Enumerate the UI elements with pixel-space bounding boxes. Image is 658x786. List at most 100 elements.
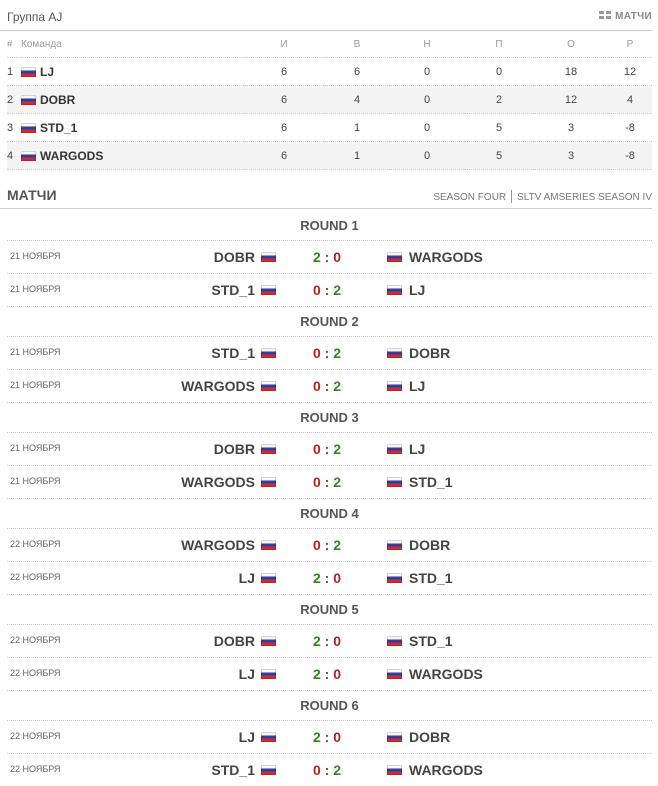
tab-divider (511, 190, 513, 203)
match-row[interactable]: 21 НОЯБРЯ STD_1 0 : 2 DOBR (7, 337, 652, 370)
match-score[interactable]: 2 : 0 (299, 241, 355, 273)
match-score[interactable]: 2 : 0 (299, 625, 355, 657)
home-team[interactable]: WARGODS (181, 529, 276, 561)
match-row[interactable]: 22 НОЯБРЯ STD_1 0 : 2 WARGODS (7, 754, 652, 786)
match-date: 22 НОЯБРЯ (10, 668, 61, 678)
home-team[interactable]: STD_1 (211, 754, 276, 786)
matches-link[interactable]: МАТЧИ (599, 11, 652, 22)
losses: 2 (464, 85, 534, 114)
match-score[interactable]: 0 : 2 (299, 529, 355, 561)
match-list: ROUND 1 21 НОЯБРЯ DOBR 2 : 0 WARGODS 21 НОЯБР… (7, 211, 652, 786)
home-team[interactable]: LJ (239, 721, 276, 753)
match-score[interactable]: 0 : 2 (299, 754, 355, 786)
home-score: 0 (312, 537, 321, 553)
away-team[interactable]: WARGODS (387, 658, 483, 690)
match-date: 21 НОЯБРЯ (10, 380, 61, 390)
standings-row[interactable]: 3 STD_1 6 1 0 5 3 -8 (7, 113, 652, 142)
flag-russia-icon (387, 477, 402, 487)
match-score[interactable]: 0 : 2 (299, 274, 355, 306)
away-team[interactable]: DOBR (387, 721, 450, 753)
round-heading: ROUND 6 (7, 691, 652, 721)
tab-sltv-amseries[interactable]: SLTV AMSERIES SEASON IV (517, 192, 652, 203)
match-score[interactable]: 0 : 2 (299, 466, 355, 498)
match-row[interactable]: 22 НОЯБРЯ LJ 2 : 0 DOBR (7, 721, 652, 754)
team-cell: STD_1 (21, 113, 244, 142)
away-score: 0 (333, 633, 342, 649)
away-team-name: STD_1 (409, 633, 453, 649)
match-row[interactable]: 22 НОЯБРЯ LJ 2 : 0 WARGODS (7, 658, 652, 691)
home-team-name: DOBR (213, 633, 255, 649)
home-team[interactable]: LJ (239, 562, 276, 594)
score-separator: : (320, 441, 334, 457)
score-separator: : (320, 249, 334, 265)
match-score[interactable]: 2 : 0 (299, 562, 355, 594)
match-row[interactable]: 21 НОЯБРЯ WARGODS 0 : 2 STD_1 (7, 466, 652, 499)
away-team[interactable]: STD_1 (387, 625, 453, 657)
home-team[interactable]: DOBR (214, 241, 276, 273)
score-separator: : (320, 282, 334, 298)
away-team-name: WARGODS (409, 666, 483, 682)
match-date: 21 НОЯБРЯ (10, 251, 61, 261)
score-separator: : (320, 345, 334, 361)
flag-russia-icon (261, 765, 276, 775)
home-team-name: WARGODS (181, 378, 255, 394)
away-score: 2 (333, 474, 342, 490)
match-date: 22 НОЯБРЯ (10, 635, 61, 645)
match-row[interactable]: 22 НОЯБРЯ LJ 2 : 0 STD_1 (7, 562, 652, 595)
flag-russia-icon (261, 348, 276, 358)
team-name[interactable]: STD_1 (40, 120, 78, 135)
header-points: О (534, 31, 608, 58)
home-score: 2 (312, 633, 321, 649)
home-team[interactable]: LJ (239, 658, 276, 690)
flag-russia-icon (387, 573, 402, 583)
losses: 5 (464, 141, 534, 170)
wins: 1 (324, 141, 390, 170)
match-score[interactable]: 2 : 0 (299, 658, 355, 690)
flag-russia-icon (261, 381, 276, 391)
home-team[interactable]: DOBR (214, 433, 276, 465)
team-name[interactable]: WARGODS (40, 148, 104, 163)
home-team[interactable]: STD_1 (211, 274, 276, 306)
tab-season-four[interactable]: SEASON FOUR (433, 192, 507, 203)
standings-row[interactable]: 2 DOBR 6 4 0 2 12 4 (7, 85, 652, 114)
flag-russia-icon (261, 669, 276, 679)
match-score[interactable]: 0 : 2 (299, 370, 355, 402)
standings-row[interactable]: 1 LJ 6 6 0 0 18 12 (7, 57, 652, 86)
home-team[interactable]: STD_1 (211, 337, 276, 369)
goal-difference: -8 (608, 141, 652, 170)
home-team[interactable]: WARGODS (181, 466, 276, 498)
away-team[interactable]: WARGODS (387, 241, 483, 273)
score-separator: : (320, 537, 334, 553)
team-name[interactable]: DOBR (40, 92, 76, 107)
home-score: 0 (312, 762, 321, 778)
team-label: LJ (21, 65, 244, 79)
match-row[interactable]: 21 НОЯБРЯ DOBR 0 : 2 LJ (7, 433, 652, 466)
away-score: 0 (333, 666, 342, 682)
away-team[interactable]: DOBR (387, 337, 450, 369)
match-score[interactable]: 0 : 2 (299, 337, 355, 369)
match-row[interactable]: 22 НОЯБРЯ DOBR 2 : 0 STD_1 (7, 625, 652, 658)
away-team[interactable]: WARGODS (387, 754, 483, 786)
away-team[interactable]: DOBR (387, 529, 450, 561)
match-row[interactable]: 21 НОЯБРЯ WARGODS 0 : 2 LJ (7, 370, 652, 403)
away-score: 0 (333, 729, 342, 745)
away-team[interactable]: LJ (387, 433, 425, 465)
away-score: 0 (333, 249, 342, 265)
match-score[interactable]: 0 : 2 (299, 433, 355, 465)
team-name[interactable]: LJ (40, 64, 55, 79)
standings-row[interactable]: 4 WARGODS 6 1 0 5 3 -8 (7, 141, 652, 170)
away-team[interactable]: STD_1 (387, 466, 453, 498)
match-score[interactable]: 2 : 0 (299, 721, 355, 753)
away-team[interactable]: STD_1 (387, 562, 453, 594)
match-row[interactable]: 21 НОЯБРЯ STD_1 0 : 2 LJ (7, 274, 652, 307)
away-team[interactable]: LJ (387, 274, 425, 306)
home-team[interactable]: WARGODS (181, 370, 276, 402)
match-date: 21 НОЯБРЯ (10, 443, 61, 453)
home-team-name: LJ (238, 729, 255, 745)
games-played: 6 (244, 85, 324, 114)
match-row[interactable]: 22 НОЯБРЯ WARGODS 0 : 2 DOBR (7, 529, 652, 562)
matches-link-label: МАТЧИ (615, 11, 652, 22)
match-row[interactable]: 21 НОЯБРЯ DOBR 2 : 0 WARGODS (7, 241, 652, 274)
home-team[interactable]: DOBR (214, 625, 276, 657)
away-team[interactable]: LJ (387, 370, 425, 402)
